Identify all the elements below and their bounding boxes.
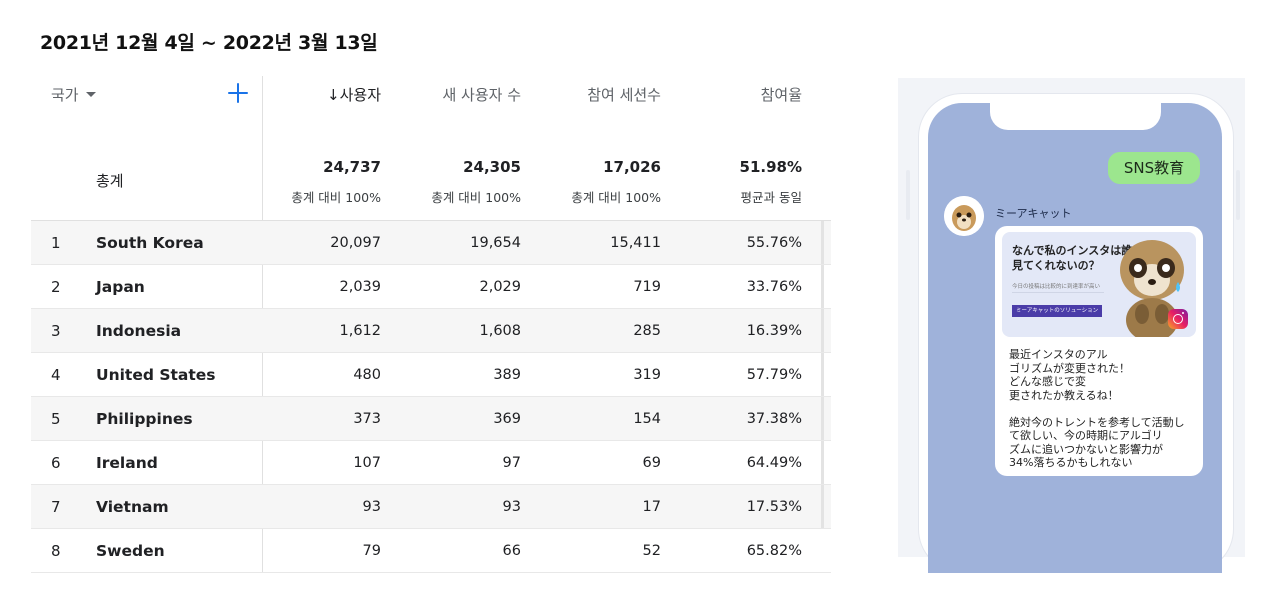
total-engaged-sessions-sub: 총계 대비 100% bbox=[571, 190, 661, 205]
row-edge bbox=[821, 265, 824, 308]
row-engaged-sessions: 719 bbox=[633, 279, 661, 295]
row-engagement-rate: 65.82% bbox=[746, 543, 802, 559]
row-rank: 1 bbox=[51, 234, 61, 252]
dimension-label: 국가 bbox=[51, 86, 79, 104]
sender-name: ミーアキャット bbox=[995, 207, 1072, 220]
total-engagement-rate-sub: 평균과 동일 bbox=[740, 190, 802, 205]
row-engagement-rate: 16.39% bbox=[746, 323, 802, 339]
row-rank: 6 bbox=[51, 454, 61, 472]
total-engagement-rate: 51.98% bbox=[739, 158, 802, 176]
row-new-users: 66 bbox=[502, 543, 521, 559]
row-engagement-rate: 57.79% bbox=[746, 367, 802, 383]
row-engagement-rate: 17.53% bbox=[746, 499, 802, 515]
table-row[interactable]: 3 Indonesia 1,612 1,608 285 16.39% bbox=[31, 309, 831, 353]
row-engaged-sessions: 319 bbox=[633, 367, 661, 383]
sns-message-bubble: SNS教育 bbox=[1108, 152, 1200, 184]
row-rank: 4 bbox=[51, 366, 61, 384]
table-row[interactable]: 2 Japan 2,039 2,029 719 33.76% bbox=[31, 265, 831, 309]
instagram-icon bbox=[1168, 309, 1188, 329]
meerkat-mascot-icon bbox=[1120, 240, 1184, 337]
total-new-users-sub: 총계 대비 100% bbox=[431, 190, 521, 205]
promo-image[interactable]: なんで私のインスタは誰も 見てくれないの？ 今日の投稿は比較的に到達率が高い ミ… bbox=[1002, 232, 1196, 337]
promo-band: ミーアキャットのソリューション bbox=[1012, 305, 1102, 317]
row-users: 2,039 bbox=[339, 279, 381, 295]
row-country[interactable]: Ireland bbox=[96, 454, 158, 472]
table-row[interactable]: 1 South Korea 20,097 19,654 15,411 55.76… bbox=[31, 221, 831, 265]
row-users: 107 bbox=[353, 455, 381, 471]
row-new-users: 369 bbox=[493, 411, 521, 427]
table-row[interactable]: 7 Vietnam 93 93 17 17.53% bbox=[31, 485, 831, 529]
date-range-title: 2021년 12월 4일 ~ 2022년 3월 13일 bbox=[40, 32, 378, 54]
row-engaged-sessions: 69 bbox=[642, 455, 661, 471]
row-users: 480 bbox=[353, 367, 381, 383]
dimension-dropdown[interactable]: 국가 bbox=[51, 84, 96, 105]
row-edge bbox=[821, 441, 824, 484]
country-report-table: 국가 ↓사용자 새 사용자 수 참여 세션수 참여율 총계 24,737 24,… bbox=[31, 76, 831, 573]
table-row[interactable]: 8 Sweden 79 66 52 65.82% bbox=[31, 529, 831, 573]
row-new-users: 2,029 bbox=[479, 279, 521, 295]
promo-title: なんで私のインスタは誰も 見てくれないの？ bbox=[1012, 244, 1144, 272]
row-engaged-sessions: 52 bbox=[642, 543, 661, 559]
row-country[interactable]: Philippines bbox=[96, 410, 193, 428]
row-rank: 7 bbox=[51, 498, 61, 516]
row-new-users: 389 bbox=[493, 367, 521, 383]
row-users: 20,097 bbox=[330, 235, 381, 251]
total-users-sub: 총계 대비 100% bbox=[291, 190, 381, 205]
row-users: 373 bbox=[353, 411, 381, 427]
message-text: 最近インスタのアル ゴリズムが変更された！ どんな感じで変 更されたか教えるね！… bbox=[1009, 348, 1185, 469]
table-row[interactable]: 6 Ireland 107 97 69 64.49% bbox=[31, 441, 831, 485]
row-country[interactable]: South Korea bbox=[96, 234, 204, 252]
phone-side-button bbox=[1236, 170, 1240, 220]
row-users: 1,612 bbox=[339, 323, 381, 339]
table-row[interactable]: 4 United States 480 389 319 57.79% bbox=[31, 353, 831, 397]
row-country[interactable]: Indonesia bbox=[96, 322, 182, 340]
meerkat-avatar bbox=[944, 196, 984, 236]
phone-side-button bbox=[906, 170, 910, 220]
row-new-users: 93 bbox=[502, 499, 521, 515]
row-engagement-rate: 33.76% bbox=[746, 279, 802, 295]
row-engaged-sessions: 285 bbox=[633, 323, 661, 339]
total-engaged-sessions: 17,026 bbox=[603, 158, 661, 176]
row-rank: 3 bbox=[51, 322, 61, 340]
row-rank: 2 bbox=[51, 278, 61, 296]
row-country[interactable]: Japan bbox=[96, 278, 145, 296]
row-engagement-rate: 55.76% bbox=[746, 235, 802, 251]
row-edge bbox=[821, 397, 824, 440]
row-country[interactable]: Vietnam bbox=[96, 498, 169, 516]
column-header-engagement-rate[interactable]: 참여율 bbox=[760, 86, 802, 104]
row-edge bbox=[821, 221, 824, 264]
row-engaged-sessions: 15,411 bbox=[610, 235, 661, 251]
row-edge bbox=[821, 485, 824, 528]
row-new-users: 97 bbox=[502, 455, 521, 471]
row-country[interactable]: United States bbox=[96, 366, 216, 384]
row-edge bbox=[821, 353, 824, 396]
row-rank: 8 bbox=[51, 542, 61, 560]
row-new-users: 1,608 bbox=[479, 323, 521, 339]
row-users: 79 bbox=[362, 543, 381, 559]
row-rank: 5 bbox=[51, 410, 61, 428]
column-header-engaged-sessions[interactable]: 참여 세션수 bbox=[587, 86, 661, 104]
phone-notch bbox=[990, 100, 1161, 130]
row-users: 93 bbox=[362, 499, 381, 515]
caret-down-icon bbox=[85, 92, 96, 97]
column-header-users[interactable]: ↓사용자 bbox=[327, 86, 381, 104]
row-new-users: 19,654 bbox=[470, 235, 521, 251]
column-header-new-users[interactable]: 새 사용자 수 bbox=[442, 86, 521, 104]
row-engagement-rate: 37.38% bbox=[746, 411, 802, 427]
row-engaged-sessions: 17 bbox=[642, 499, 661, 515]
plus-icon[interactable] bbox=[227, 82, 249, 104]
total-new-users: 24,305 bbox=[463, 158, 521, 176]
row-country[interactable]: Sweden bbox=[96, 542, 165, 560]
promo-subtitle: 今日の投稿は比較的に到達率が高い bbox=[1012, 282, 1104, 293]
table-row[interactable]: 5 Philippines 373 369 154 37.38% bbox=[31, 397, 831, 441]
total-users: 24,737 bbox=[323, 158, 381, 176]
table-header: 국가 ↓사용자 새 사용자 수 참여 세션수 참여율 총계 24,737 24,… bbox=[31, 76, 831, 221]
row-engagement-rate: 64.49% bbox=[746, 455, 802, 471]
totals-label: 총계 bbox=[96, 172, 124, 190]
row-engaged-sessions: 154 bbox=[633, 411, 661, 427]
row-edge bbox=[821, 309, 824, 352]
